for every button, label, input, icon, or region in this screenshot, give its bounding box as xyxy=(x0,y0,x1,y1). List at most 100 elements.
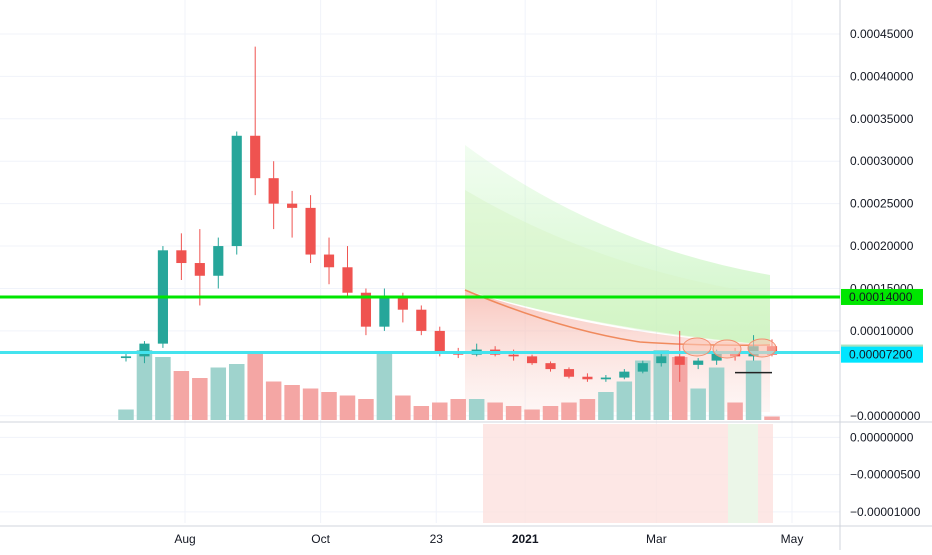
volume-bar xyxy=(561,402,577,420)
volume-bar xyxy=(228,364,245,420)
volume-bar xyxy=(635,360,651,420)
highlight-ellipse xyxy=(712,339,742,359)
candle-body xyxy=(619,371,630,378)
price-axis[interactable]: 0.00045000 0.00040000 0.00035000 0.00030000… xyxy=(841,27,923,519)
resistance-price-tag xyxy=(841,288,923,305)
candle-body xyxy=(674,356,685,365)
resistance-price-label: 0.00014000 xyxy=(849,290,913,304)
price-tick-label: −0.00000000 xyxy=(850,409,921,423)
candle-body xyxy=(637,363,648,372)
time-tick-label: Mar xyxy=(646,532,667,546)
candle-body xyxy=(268,178,279,204)
volume-bar xyxy=(395,395,411,420)
volume-bar xyxy=(653,350,670,420)
price-tick-label: 0.00045000 xyxy=(850,27,914,41)
volume-bar xyxy=(118,409,134,420)
volume-bar xyxy=(358,399,374,420)
last-price-label: 0.00007200 xyxy=(849,348,913,362)
candle-body xyxy=(600,377,611,380)
candle-body xyxy=(545,363,556,370)
candle-body xyxy=(287,203,298,208)
candle-body xyxy=(194,263,205,276)
time-tick-label: 2021 xyxy=(512,532,539,546)
candle-body xyxy=(656,356,667,364)
candle-body xyxy=(434,330,445,353)
volume-bar xyxy=(136,350,153,420)
highlight-ellipse xyxy=(747,338,777,358)
volume-bar xyxy=(671,357,688,420)
annotations xyxy=(682,337,777,359)
price-tick-label: 0.00020000 xyxy=(850,239,914,253)
volume-bar xyxy=(413,406,430,420)
candle-body xyxy=(397,296,408,310)
candle-body xyxy=(213,246,224,276)
projection-zones xyxy=(464,145,773,523)
price-tick-label: 0.00030000 xyxy=(850,154,914,168)
volume-bar xyxy=(432,402,448,420)
candle-body xyxy=(693,360,704,365)
lower-tick-label: −0.00001000 xyxy=(850,505,921,519)
volume-bar xyxy=(764,416,780,420)
candle-body xyxy=(176,250,187,264)
volume-bar xyxy=(247,353,263,420)
volume-bar xyxy=(284,385,300,420)
volume-bar xyxy=(302,388,319,420)
volume-bar xyxy=(192,378,208,420)
red-projection-zone xyxy=(465,290,770,412)
candle-body xyxy=(120,356,132,359)
volume-bar xyxy=(690,388,706,420)
volume-bars xyxy=(118,350,780,420)
volume-bar xyxy=(745,360,762,420)
volume-bar xyxy=(468,399,485,420)
volume-bar xyxy=(487,402,503,420)
candle-body xyxy=(342,267,353,293)
candle-body xyxy=(526,356,538,364)
last-price-tag xyxy=(841,346,923,363)
volume-bar xyxy=(321,392,337,420)
green-projection-zone xyxy=(465,145,770,345)
volume-bar xyxy=(616,381,633,420)
volume-bar xyxy=(708,367,725,420)
time-axis[interactable]: Aug Oct 23 2021 Mar May xyxy=(174,532,803,546)
highlight-ellipse xyxy=(682,337,712,357)
candle-body xyxy=(416,309,427,331)
volume-bar xyxy=(155,357,171,420)
volume-bar xyxy=(524,409,540,420)
time-tick-label: 23 xyxy=(430,532,444,546)
lower-tick-label: −0.00000500 xyxy=(850,468,921,482)
candle-body xyxy=(582,376,593,380)
lower-pane-green-zone xyxy=(728,424,758,523)
candle-body xyxy=(323,254,335,268)
candle-body xyxy=(379,296,390,327)
price-tick-label: 0.00025000 xyxy=(850,197,914,211)
time-tick-label: Aug xyxy=(174,532,195,546)
candle-body xyxy=(711,352,722,361)
candle-body xyxy=(139,343,150,357)
lower-tick-label: 0.00000000 xyxy=(850,430,914,444)
volume-bar xyxy=(376,353,393,420)
volume-bar xyxy=(579,399,596,420)
candle-body xyxy=(563,369,575,377)
candle-body xyxy=(360,292,372,327)
volume-bar xyxy=(265,381,282,420)
candle-body xyxy=(231,135,242,247)
volume-bar xyxy=(173,371,190,420)
candle-body xyxy=(250,135,261,179)
volume-bar xyxy=(598,392,614,420)
green-projection-inner xyxy=(465,190,770,345)
volume-bar xyxy=(727,402,743,420)
volume-bar xyxy=(450,399,466,420)
volume-bar xyxy=(210,367,227,420)
volume-bar xyxy=(542,406,559,420)
volume-bar xyxy=(339,395,356,420)
volume-bar xyxy=(505,406,522,420)
price-tick-label: 0.00010000 xyxy=(850,324,914,338)
candle-body xyxy=(508,354,519,357)
candle-body xyxy=(305,207,316,255)
time-tick-label: Oct xyxy=(311,532,330,546)
price-tick-label: 0.00040000 xyxy=(850,69,914,83)
lower-pane-red-zone xyxy=(483,424,773,523)
price-tick-label: 0.00035000 xyxy=(850,112,914,126)
